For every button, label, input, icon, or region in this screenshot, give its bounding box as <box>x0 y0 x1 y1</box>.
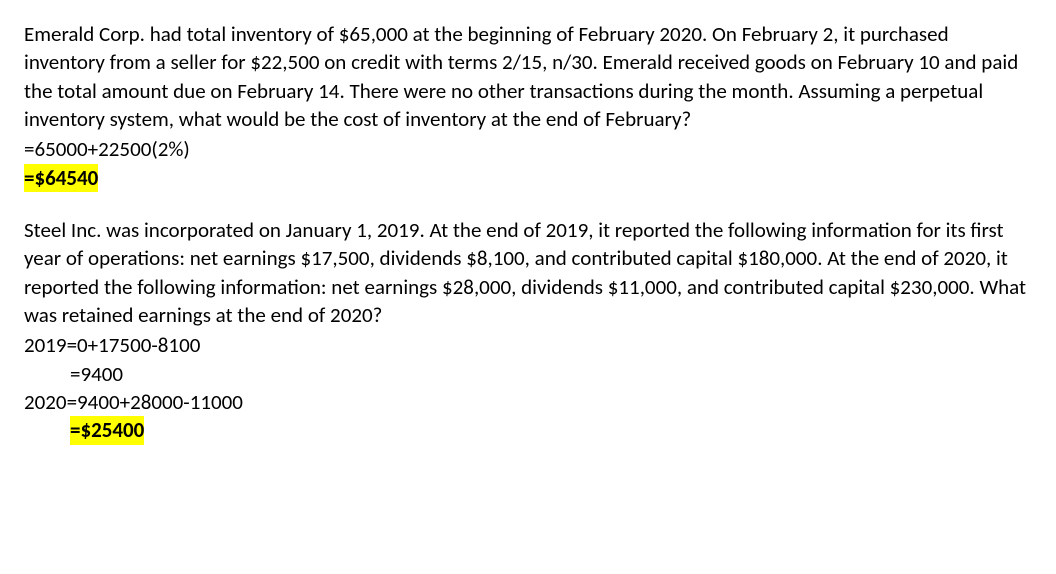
q1-answer-line: =$64540 <box>24 164 1032 192</box>
q1-answer-highlight: =$64540 <box>24 164 98 192</box>
q2-answer-highlight: =$25400 <box>70 416 144 444</box>
q2-calc-2019-result: =9400 <box>24 360 1032 388</box>
section-spacer <box>24 192 1032 216</box>
q1-calc-line-1: =65000+22500(2%) <box>24 135 1032 163</box>
q2-answer-line: =$25400 <box>24 416 1032 444</box>
q2-calc-2020: 2020=9400+28000-11000 <box>24 388 1032 416</box>
question-2-text: Steel Inc. was incorporated on January 1… <box>24 216 1032 329</box>
question-1-text: Emerald Corp. had total inventory of $65… <box>24 20 1032 133</box>
q2-calc-2019: 2019=0+17500-8100 <box>24 331 1032 359</box>
